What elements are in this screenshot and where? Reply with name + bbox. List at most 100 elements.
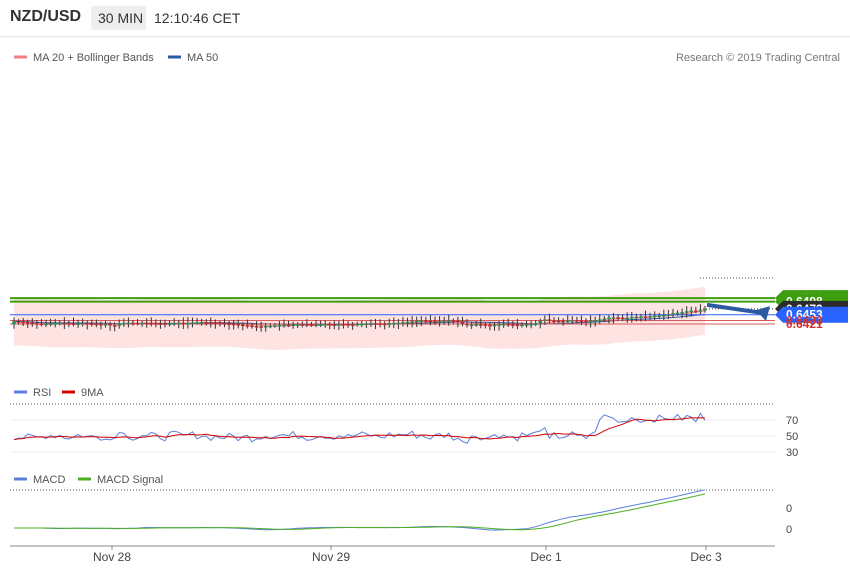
candle-body — [327, 324, 332, 326]
candle-body — [222, 323, 227, 325]
price-level-label: 0.6453 — [786, 308, 823, 322]
candle-body — [149, 323, 154, 325]
candle-body — [424, 320, 428, 323]
candle-body — [131, 322, 135, 325]
candle-body — [524, 324, 529, 326]
candle-body — [35, 323, 39, 325]
candle-body — [337, 324, 341, 326]
candle-body — [94, 323, 99, 326]
candle-body — [684, 311, 689, 313]
candle-body — [231, 323, 236, 326]
candle-body — [208, 322, 213, 324]
candle-body — [593, 320, 597, 322]
candle-body — [501, 324, 506, 326]
candle-body — [538, 320, 543, 324]
candle-body — [698, 309, 703, 312]
candle-body — [259, 326, 263, 328]
bollinger-band — [14, 286, 705, 350]
candle-body — [103, 324, 108, 326]
candle-body — [277, 325, 282, 327]
candle-body — [428, 320, 433, 323]
candle-body — [671, 313, 675, 315]
candle-body — [318, 324, 323, 326]
candle-body — [126, 322, 131, 325]
candle-body — [227, 323, 231, 325]
candle-body — [364, 323, 369, 325]
candle-body — [497, 324, 501, 326]
candle-body — [295, 324, 300, 326]
macd-tick-label: 0 — [786, 503, 792, 515]
candle-body — [506, 324, 511, 326]
forecast-arrow — [706, 302, 765, 316]
candle-body — [85, 323, 90, 325]
x-axis-label: Nov 28 — [93, 550, 131, 564]
candle-body — [89, 323, 94, 325]
candle-body — [442, 320, 446, 323]
candle-body — [263, 326, 268, 328]
candle-body — [350, 324, 355, 326]
candle-body — [474, 324, 478, 326]
candle-body — [396, 322, 401, 325]
ma50-legend-label: MA 50 — [187, 52, 218, 64]
candle-body — [616, 317, 620, 319]
x-axis-label: Nov 29 — [312, 550, 350, 564]
candle-body — [547, 319, 552, 321]
candle-body — [597, 319, 602, 321]
candle-body — [12, 321, 16, 325]
candle-body — [181, 322, 186, 325]
candle-body — [565, 320, 570, 323]
candle-body — [25, 321, 30, 324]
candle-body — [570, 320, 575, 322]
candle-body — [611, 317, 616, 319]
macd-signal-legend-label: MACD Signal — [97, 474, 163, 486]
rsi-legend-label: RSI — [33, 387, 51, 399]
candle-body — [392, 323, 396, 325]
candle-body — [186, 322, 190, 325]
candle-body — [456, 320, 460, 323]
currency-pair-title: NZD/USD — [10, 8, 82, 25]
candle-body — [286, 324, 291, 327]
candle-body — [282, 324, 286, 327]
price-level-label: 0.6421 — [786, 317, 823, 331]
candle-body — [648, 316, 652, 318]
candle-body — [21, 321, 25, 324]
macd-tick-label: 0 — [786, 524, 792, 536]
candle-body — [643, 316, 648, 318]
candle-body — [108, 324, 112, 326]
candle-body — [625, 317, 630, 320]
candle-body — [199, 321, 204, 324]
candle-body — [401, 322, 405, 324]
candle-body — [405, 321, 410, 324]
candle-body — [245, 325, 250, 327]
candle-body — [291, 324, 295, 327]
candle-body — [57, 322, 62, 325]
candle-body — [158, 323, 163, 325]
candle-body — [273, 325, 277, 327]
candle-body — [689, 310, 694, 313]
candle-body — [39, 323, 44, 326]
forecast-arrowhead — [756, 306, 770, 322]
candle-body — [300, 324, 305, 326]
candle-body — [112, 325, 117, 327]
candle-body — [268, 325, 273, 328]
candle-body — [323, 324, 327, 326]
candle-body — [675, 312, 680, 315]
candle-body — [588, 320, 593, 323]
candle-body — [30, 322, 35, 325]
candle-body — [140, 322, 144, 325]
candle-body — [639, 316, 643, 318]
candle-body — [314, 324, 318, 327]
candle-body — [556, 320, 561, 323]
candle-body — [250, 325, 254, 327]
candle-body — [122, 322, 126, 325]
candle-body — [176, 322, 181, 325]
candle-body — [62, 322, 67, 325]
candle-body — [552, 320, 556, 323]
candle-body — [382, 323, 387, 326]
rsi-line — [13, 412, 706, 444]
macd-legend-label: MACD — [33, 474, 65, 486]
candle-body — [172, 323, 176, 325]
x-axis-label: Dec 3 — [690, 550, 722, 564]
rsi-tick-label: 30 — [786, 447, 798, 459]
